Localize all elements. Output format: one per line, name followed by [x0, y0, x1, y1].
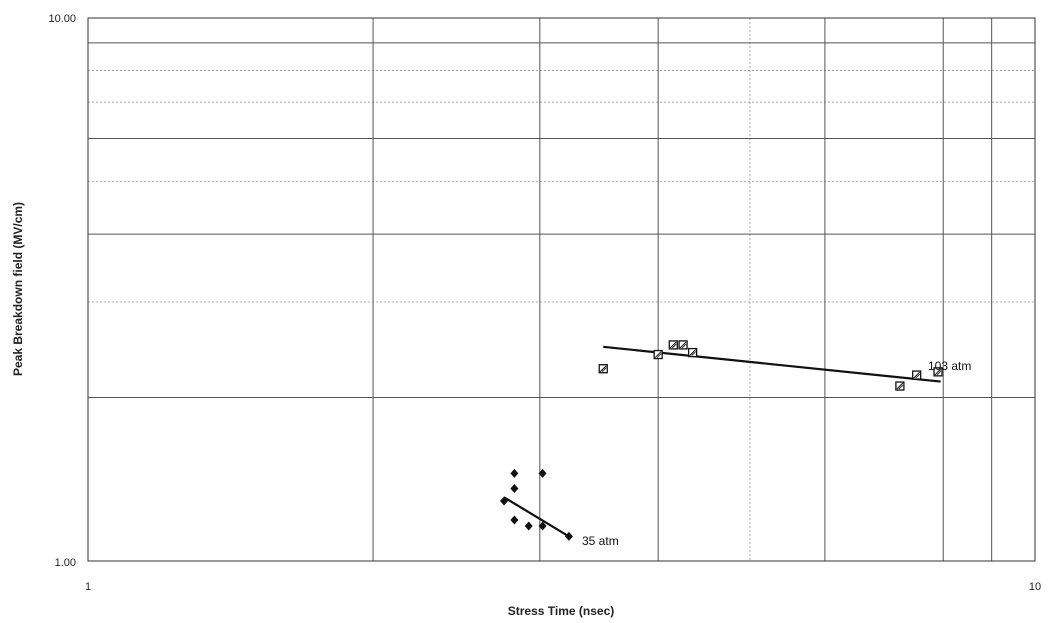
x-tick-label-left: 1	[85, 581, 91, 593]
series-label-35-atm: 35 atm	[582, 534, 619, 548]
data-point-35-atm	[510, 468, 519, 478]
data-point-35-atm	[564, 531, 573, 541]
data-point-103-atm	[895, 381, 905, 391]
data-point-35-atm	[538, 521, 547, 531]
data-point-103-atm	[678, 340, 688, 350]
x-tick-label-right: 10	[1029, 581, 1041, 593]
data-point-35-atm	[524, 521, 533, 531]
data-point-103-atm	[912, 370, 922, 380]
series-103-atm	[598, 340, 943, 391]
data-point-103-atm	[598, 364, 608, 374]
data-point-103-atm	[687, 347, 698, 358]
data-point-103-atm	[653, 349, 663, 360]
plot-frame	[87, 17, 1036, 562]
y-axis-title: Peak Breakdown field (MV/cm)	[11, 202, 25, 376]
y-tick-label-bottom: 1.00	[55, 557, 76, 569]
y-axis-ticks: 10.00 1.00	[48, 13, 76, 569]
y-tick-label-top: 10.00	[48, 13, 76, 25]
data-point-35-atm	[538, 468, 547, 478]
data-point-35-atm	[510, 515, 519, 525]
series-label-103-atm: 103 atm	[928, 359, 971, 373]
series-35-atm	[500, 468, 573, 541]
grid-lines	[88, 18, 1035, 561]
x-axis-ticks: 1 10	[85, 581, 1041, 593]
data-point-103-atm	[933, 367, 943, 377]
x-axis-title: Stress Time (nsec)	[508, 604, 615, 618]
data-point-35-atm	[500, 496, 509, 506]
data-point-103-atm	[668, 340, 678, 350]
trendline-35-atm	[503, 496, 570, 538]
data-point-35-atm	[510, 483, 519, 493]
series-layer	[500, 340, 943, 541]
